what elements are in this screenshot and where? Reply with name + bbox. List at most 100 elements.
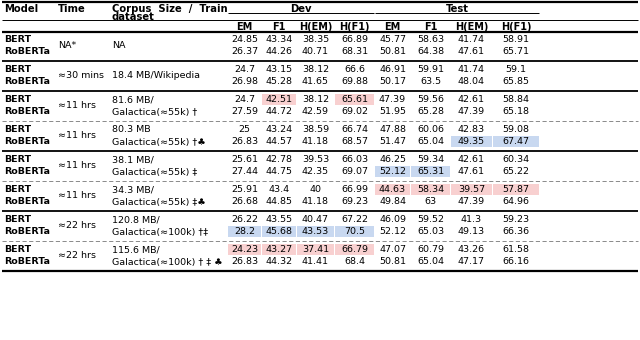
Text: Test: Test <box>445 4 468 14</box>
Bar <box>262 226 296 237</box>
Text: 44.85: 44.85 <box>266 198 292 206</box>
Text: 28.2: 28.2 <box>234 227 255 237</box>
Text: 40.71: 40.71 <box>302 48 329 56</box>
Bar <box>335 94 374 105</box>
Text: 42.51: 42.51 <box>266 96 292 104</box>
Text: 27.44: 27.44 <box>231 168 258 176</box>
Text: H(F1): H(F1) <box>339 22 370 32</box>
Text: 57.87: 57.87 <box>502 186 529 194</box>
Bar <box>228 244 261 255</box>
Text: 66.89: 66.89 <box>341 35 368 45</box>
Text: 39.53: 39.53 <box>302 155 329 165</box>
Text: 65.04: 65.04 <box>417 137 444 147</box>
Text: BERT: BERT <box>4 216 31 224</box>
Text: 40.47: 40.47 <box>302 216 329 224</box>
Bar <box>493 184 539 195</box>
Text: BERT: BERT <box>4 96 31 104</box>
Text: 50.81: 50.81 <box>379 48 406 56</box>
Text: 42.83: 42.83 <box>458 125 485 135</box>
Bar <box>451 136 492 147</box>
Text: 24.7: 24.7 <box>234 66 255 74</box>
Text: H(F1): H(F1) <box>500 22 531 32</box>
Text: 68.57: 68.57 <box>341 137 368 147</box>
Text: 40: 40 <box>310 186 321 194</box>
Text: 65.18: 65.18 <box>502 107 529 117</box>
Text: 26.83: 26.83 <box>231 137 258 147</box>
Text: 59.34: 59.34 <box>417 155 444 165</box>
Text: 41.41: 41.41 <box>302 257 329 267</box>
Text: 42.78: 42.78 <box>266 155 292 165</box>
Text: 58.84: 58.84 <box>502 96 529 104</box>
Text: 44.57: 44.57 <box>266 137 292 147</box>
Text: BERT: BERT <box>4 186 31 194</box>
Bar <box>262 244 296 255</box>
Text: 63.5: 63.5 <box>420 78 441 86</box>
Text: 69.23: 69.23 <box>341 198 368 206</box>
Text: 41.65: 41.65 <box>302 78 329 86</box>
Text: RoBERTa: RoBERTa <box>4 257 50 267</box>
Text: 58.34: 58.34 <box>417 186 444 194</box>
Text: 66.74: 66.74 <box>341 125 368 135</box>
Text: Galactica(≈55k) ‡♣: Galactica(≈55k) ‡♣ <box>112 198 205 206</box>
Text: RoBERTa: RoBERTa <box>4 48 50 56</box>
Text: 47.17: 47.17 <box>458 257 485 267</box>
Text: 47.61: 47.61 <box>458 48 485 56</box>
Text: BERT: BERT <box>4 155 31 165</box>
Text: ≈30 mins: ≈30 mins <box>58 71 104 81</box>
Text: 49.84: 49.84 <box>379 198 406 206</box>
Bar <box>375 166 410 177</box>
Text: 41.74: 41.74 <box>458 35 485 45</box>
Text: 43.4: 43.4 <box>268 186 289 194</box>
Text: 61.58: 61.58 <box>502 245 529 255</box>
Text: 34.3 MB/: 34.3 MB/ <box>112 186 154 194</box>
Text: 80.3 MB: 80.3 MB <box>112 125 150 135</box>
Text: 115.6 MB/: 115.6 MB/ <box>112 245 160 255</box>
Text: Galactica(≈55k) †♣: Galactica(≈55k) †♣ <box>112 137 205 147</box>
Text: ≈11 hrs: ≈11 hrs <box>58 102 96 110</box>
Text: 59.52: 59.52 <box>417 216 444 224</box>
Text: 25.91: 25.91 <box>231 186 258 194</box>
Text: 41.3: 41.3 <box>461 216 482 224</box>
Text: 42.61: 42.61 <box>458 96 485 104</box>
Text: 60.79: 60.79 <box>417 245 444 255</box>
Text: 38.59: 38.59 <box>302 125 329 135</box>
Bar <box>262 94 296 105</box>
Text: 27.59: 27.59 <box>231 107 258 117</box>
Text: RoBERTa: RoBERTa <box>4 107 50 117</box>
Text: RoBERTa: RoBERTa <box>4 168 50 176</box>
Text: 45.68: 45.68 <box>266 227 292 237</box>
Text: Galactica(≈100k) †‡: Galactica(≈100k) †‡ <box>112 227 208 237</box>
Text: 43.24: 43.24 <box>266 125 292 135</box>
Text: 26.22: 26.22 <box>231 216 258 224</box>
Text: 65.31: 65.31 <box>417 168 444 176</box>
Text: 44.72: 44.72 <box>266 107 292 117</box>
Text: 38.12: 38.12 <box>302 96 329 104</box>
Text: BERT: BERT <box>4 35 31 45</box>
Text: ≈11 hrs: ≈11 hrs <box>58 162 96 170</box>
Text: 26.37: 26.37 <box>231 48 258 56</box>
Text: 41.74: 41.74 <box>458 66 485 74</box>
Text: 24.23: 24.23 <box>231 245 258 255</box>
Text: 46.09: 46.09 <box>379 216 406 224</box>
Text: 49.13: 49.13 <box>458 227 485 237</box>
Text: ≈22 hrs: ≈22 hrs <box>58 221 96 231</box>
Text: 64.96: 64.96 <box>502 198 529 206</box>
Text: H(EM): H(EM) <box>299 22 332 32</box>
Text: 44.32: 44.32 <box>266 257 292 267</box>
Text: 68.31: 68.31 <box>341 48 368 56</box>
Text: Galactica(≈55k) †: Galactica(≈55k) † <box>112 107 197 117</box>
Text: Model: Model <box>4 4 38 14</box>
Text: 26.98: 26.98 <box>231 78 258 86</box>
Bar <box>493 136 539 147</box>
Text: 38.35: 38.35 <box>302 35 329 45</box>
Text: 43.26: 43.26 <box>458 245 485 255</box>
Text: 38.1 MB/: 38.1 MB/ <box>112 155 154 165</box>
Text: 25.61: 25.61 <box>231 155 258 165</box>
Text: 65.03: 65.03 <box>417 227 444 237</box>
Text: 63: 63 <box>424 198 436 206</box>
Text: 47.39: 47.39 <box>458 107 485 117</box>
Text: 65.04: 65.04 <box>417 257 444 267</box>
Text: EM: EM <box>385 22 401 32</box>
Text: 58.63: 58.63 <box>417 35 444 45</box>
Text: 70.5: 70.5 <box>344 227 365 237</box>
